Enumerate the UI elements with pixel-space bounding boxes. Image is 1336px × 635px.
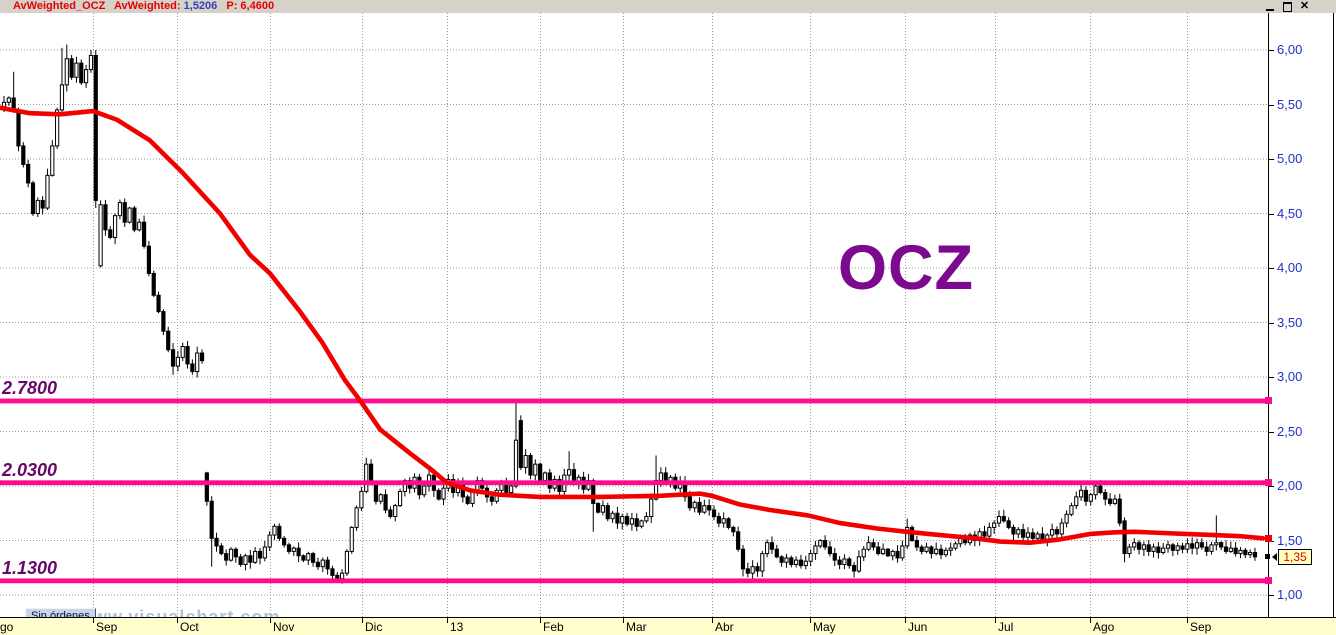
month-tick (905, 618, 906, 623)
price-tick (1269, 431, 1274, 433)
level-line-marker (1265, 397, 1272, 405)
price-tick (1269, 377, 1274, 378)
price-axis-label: 3,50 (1277, 314, 1303, 330)
price-axis-label: 4,00 (1277, 260, 1303, 275)
last-close-marker (1265, 554, 1270, 560)
month-tick (540, 618, 541, 623)
title-bar: AvWeighted_OCZ AvWeighted: 1,5206 P: 6,4… (0, 0, 1336, 13)
price-axis-label: 5,50 (1277, 96, 1303, 112)
price-tick (1269, 104, 1274, 106)
month-tick (447, 618, 448, 623)
price-tick (1269, 595, 1274, 596)
level-label-278: 2.7800 (2, 377, 58, 398)
month-label: Ago (1093, 620, 1115, 634)
price-tick (1269, 322, 1274, 324)
month-label: go (0, 620, 14, 634)
price-axis-label: 2,00 (1277, 478, 1303, 493)
month-tick (1090, 618, 1091, 623)
level-label-113: 1.1300 (2, 557, 58, 578)
plot-bottom-border (0, 617, 1336, 618)
month-tick (93, 618, 94, 623)
month-label: Jun (908, 620, 928, 634)
price-axis-label: 4,50 (1277, 205, 1303, 221)
chart-plot-area[interactable]: OCZ 2.7800 2.0300 1.1300 www.visualchart… (0, 13, 1268, 617)
symbol-watermark: OCZ (838, 233, 974, 303)
minimize-icon[interactable] (1265, 1, 1276, 12)
candlestick-chart (0, 13, 1268, 617)
close-icon[interactable]: ✕ (1299, 0, 1310, 12)
month-tick (995, 618, 996, 623)
time-axis[interactable]: go Sep Oct Nov Dic 13 Feb Mar Abr May Jun Jul Ago Sep (0, 618, 1336, 635)
price-axis-label: 3,00 (1277, 369, 1303, 384)
visualchart-watermark: www.visualchart.com (78, 607, 281, 617)
month-label: Nov (273, 620, 295, 634)
month-tick (810, 618, 811, 623)
price-axis-label: 1,00 (1277, 587, 1303, 602)
price-tick (1269, 486, 1274, 487)
month-label: Sep (96, 620, 118, 634)
month-label: Jul (998, 620, 1014, 634)
price-label: P: (226, 0, 238, 12)
indicator-header: AvWeighted_OCZ AvWeighted: 1,5206 P: 6,4… (13, 0, 274, 13)
price-axis-label: 2,50 (1277, 423, 1303, 439)
month-label: 13 (450, 620, 464, 634)
last-price-badge: 1,35 (1278, 548, 1312, 565)
window-controls: ✕ (1265, 0, 1310, 13)
maximize-icon[interactable] (1282, 1, 1293, 12)
price-axis-label: 5,00 (1277, 151, 1303, 166)
ma-end-marker (1265, 534, 1272, 542)
month-label: Sep (1190, 620, 1212, 634)
price-tick (1269, 159, 1274, 160)
month-tick (177, 618, 178, 623)
month-label: Abr (715, 620, 734, 634)
month-tick (270, 618, 271, 623)
level-line-marker (1265, 577, 1272, 585)
indicator-label: AvWeighted: (113, 0, 181, 12)
price-value: 6,4600 (240, 0, 275, 12)
month-label: Dic (365, 620, 383, 634)
price-axis-label: 1,50 (1277, 532, 1303, 548)
last-price-arrow-icon (1272, 552, 1277, 561)
month-tick (623, 618, 624, 623)
level-line-marker (1265, 479, 1272, 487)
month-tick (362, 618, 363, 623)
month-label: Feb (543, 620, 564, 634)
month-tick (712, 618, 713, 623)
price-tick (1269, 268, 1274, 269)
no-orders-button[interactable]: Sin órdenes (25, 608, 96, 617)
price-tick (1269, 213, 1274, 215)
price-tick (1269, 50, 1274, 51)
month-label: Oct (180, 620, 199, 634)
month-label: Mar (626, 620, 647, 634)
instrument-name: AvWeighted_OCZ (13, 0, 106, 12)
month-tick (1187, 618, 1188, 623)
level-label-203: 2.0300 (2, 459, 58, 480)
price-axis[interactable]: 1,35 6,00 5,50 5,00 4,50 4,00 3,50 3,00 2,50 2,0… (1265, 13, 1334, 617)
indicator-value: 1,5206 (183, 0, 218, 12)
price-axis-label: 6,00 (1277, 42, 1303, 57)
month-label: May (813, 620, 836, 634)
